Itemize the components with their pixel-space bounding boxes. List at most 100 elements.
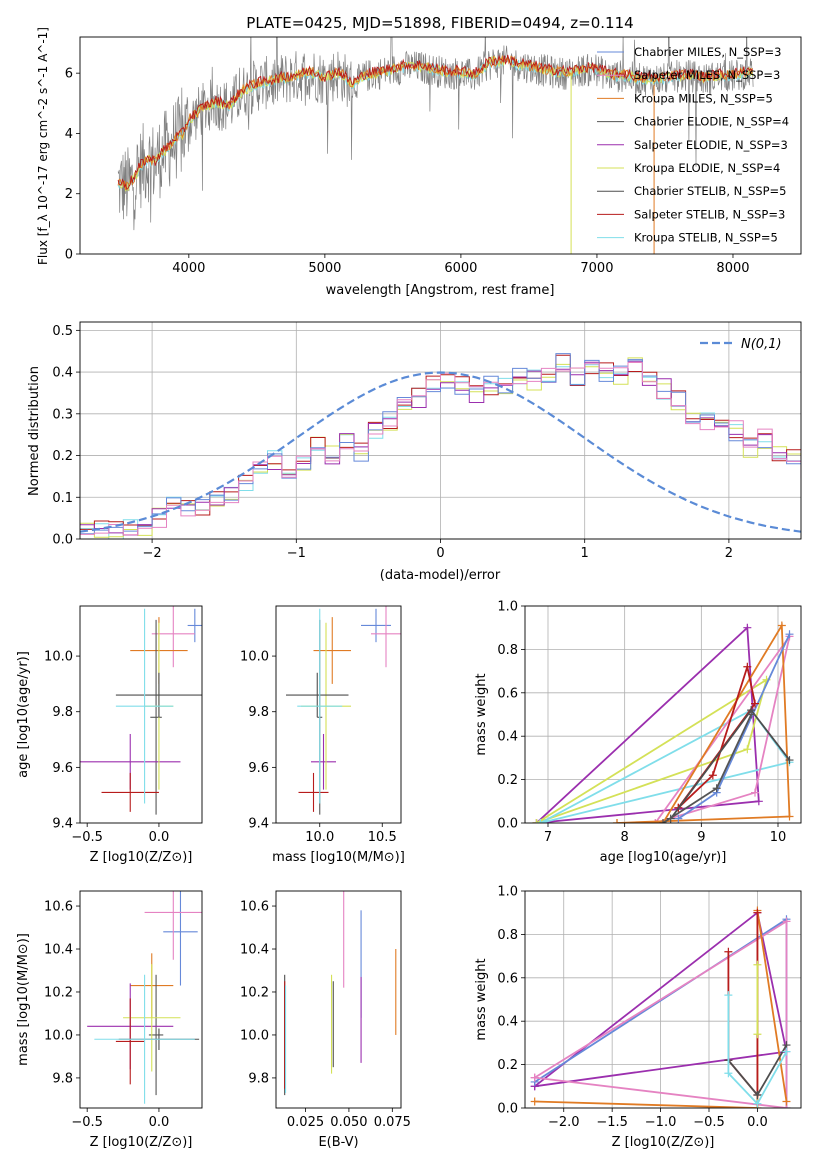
y-tick-label: 10.2	[240, 985, 269, 1000]
weight-line	[534, 911, 788, 1088]
y-tick-label: 10.4	[240, 943, 269, 958]
weight-marker	[674, 814, 683, 823]
weight-marker	[751, 699, 759, 708]
weight-marker	[613, 819, 621, 823]
y-tick-label: 9.4	[248, 817, 269, 832]
legend-label: Kroupa MILES, N_SSP=5	[634, 91, 773, 105]
legend-label: Chabrier STELIB, N_SSP=5	[634, 184, 786, 198]
x-tick-label: 0.0	[149, 830, 170, 845]
legend-label: Kroupa ELODIE, N_SSP=4	[634, 161, 780, 175]
y-tick-label: 10.2	[44, 985, 73, 1000]
x-axis-label: Z [log10(Z/Z⊙)]	[90, 850, 193, 865]
plot-area	[525, 606, 801, 823]
weight-marker	[777, 621, 786, 630]
x-tick-label: 4000	[172, 261, 205, 276]
weight-marker	[724, 991, 733, 1000]
y-tick-label: 10.6	[240, 900, 269, 915]
y-tick-label: 9.8	[52, 1071, 73, 1086]
x-tick-label: 0.075	[374, 1115, 411, 1130]
x-tick-label: 0.050	[330, 1115, 367, 1130]
y-tick-label: 0.6	[497, 686, 518, 701]
y-tick-label: 0.8	[497, 928, 518, 943]
y-tick-label: 10.0	[240, 650, 269, 665]
y-axis-label: Flux [f_λ 10^-17 erg cm^-2 s^-1 A^-1]	[36, 27, 50, 265]
x-tick-label: −1	[287, 546, 306, 561]
plot-area	[276, 891, 401, 1108]
y-tick-label: 9.4	[52, 817, 73, 832]
weight-marker	[659, 819, 667, 823]
legend-label: Salpeter ELODIE, N_SSP=3	[634, 138, 788, 152]
weight-marker	[785, 630, 794, 639]
y-tick-label: 9.6	[52, 761, 73, 776]
weight-marker	[651, 819, 660, 823]
plot-area	[80, 891, 202, 1108]
weight-marker	[724, 947, 733, 956]
y-tick-label: 0.6	[497, 971, 518, 986]
y-tick-label: 1.0	[497, 885, 518, 900]
plot-content	[87, 891, 202, 1104]
weight-marker	[753, 960, 762, 969]
weight-marker	[753, 1099, 762, 1108]
y-tick-label: 1.0	[497, 600, 518, 615]
y-tick-label: 10.0	[240, 1028, 269, 1043]
y-tick-label: 0.4	[497, 730, 518, 745]
plot-content	[286, 606, 401, 815]
weight-marker	[753, 1030, 762, 1039]
x-tick-label: 1	[581, 546, 589, 561]
y-tick-label: 0.2	[497, 773, 518, 788]
x-tick-label: 8	[621, 830, 629, 845]
plot-content	[284, 891, 397, 1096]
x-axis-label: Z [log10(Z/Z⊙)]	[90, 1135, 193, 1150]
axes-frame	[275, 890, 402, 1109]
axes-frame	[79, 890, 203, 1109]
weight-line	[534, 919, 788, 1108]
x-axis-label: Z [log10(Z/Z⊙)]	[612, 1135, 715, 1150]
legend-label: Chabrier ELODIE, N_SSP=4	[634, 115, 789, 129]
y-tick-label: 2	[65, 187, 73, 202]
weight-marker	[753, 908, 762, 917]
weight-marker	[782, 1047, 791, 1056]
legend-label: Salpeter MILES, N_SSP=3	[634, 68, 780, 82]
x-axis-label: wavelength [Angstrom, rest frame]	[326, 283, 555, 298]
x-tick-label: −2.0	[548, 1115, 580, 1130]
x-axis-label: mass [log10(M/M⊙)]	[272, 850, 405, 865]
x-tick-label: 0	[436, 546, 444, 561]
x-tick-label: 10.0	[305, 830, 334, 845]
y-tick-label: 9.8	[248, 705, 269, 720]
plot-content	[80, 353, 801, 539]
weight-marker	[782, 917, 791, 926]
x-tick-label: 9	[697, 830, 705, 845]
y-tick-label: 10.0	[44, 1028, 73, 1043]
x-tick-label: 10	[770, 830, 787, 845]
y-tick-label: 9.6	[248, 761, 269, 776]
y-axis-label: mass weight	[474, 673, 489, 755]
y-axis-label: mass [log10(M/M⊙)]	[16, 933, 31, 1066]
plot-content	[117, 37, 754, 254]
chart-mass_weight_vs_z: −2.0 −1.5 −1.0 −0.5 0.0 0.0 0.2 0.4 0.6 0.8 1.0 Z […	[474, 885, 802, 1150]
x-axis-label: (data-model)/error	[380, 568, 501, 583]
chart-age_vs_mass: 10.0 10.5 9.4 9.6 9.8 10.0 mass [log10(M/M⊙)]	[240, 605, 405, 865]
y-tick-label: 6	[65, 67, 73, 82]
weight-marker	[751, 788, 759, 797]
weight-marker	[753, 1090, 762, 1099]
chart-mass_vs_ebv: 0.025 0.050 0.075 9.8 10.0 10.2 10.4 10.6 E(B-V)	[240, 890, 411, 1150]
x-tick-label: 0.0	[747, 1115, 768, 1130]
histogram-step	[80, 362, 801, 536]
y-tick-label: 0.4	[52, 366, 73, 381]
weight-marker	[530, 1097, 539, 1106]
y-tick-label: 0.5	[52, 324, 73, 339]
chart-residuals: −2 −1 0 1 2 0.0 0.1 0.2 0.3 0.4 0.5 N(0,1) (data-mod…	[27, 321, 802, 583]
y-tick-label: 0.0	[497, 1102, 518, 1117]
weight-marker	[712, 784, 721, 793]
weight-marker	[747, 710, 756, 719]
legend-label: Kroupa STELIB, N_SSP=5	[634, 231, 778, 245]
weight-line	[654, 635, 791, 823]
y-axis-label: mass weight	[474, 958, 489, 1040]
plot-content	[530, 906, 791, 1108]
figure-title: PLATE=0425, MJD=51898, FIBERID=0494, z=0…	[246, 14, 633, 32]
x-axis-label: E(B-V)	[318, 1135, 358, 1150]
x-tick-label: 6000	[444, 261, 477, 276]
y-tick-label: 0.8	[497, 643, 518, 658]
y-tick-label: 0.4	[497, 1015, 518, 1030]
